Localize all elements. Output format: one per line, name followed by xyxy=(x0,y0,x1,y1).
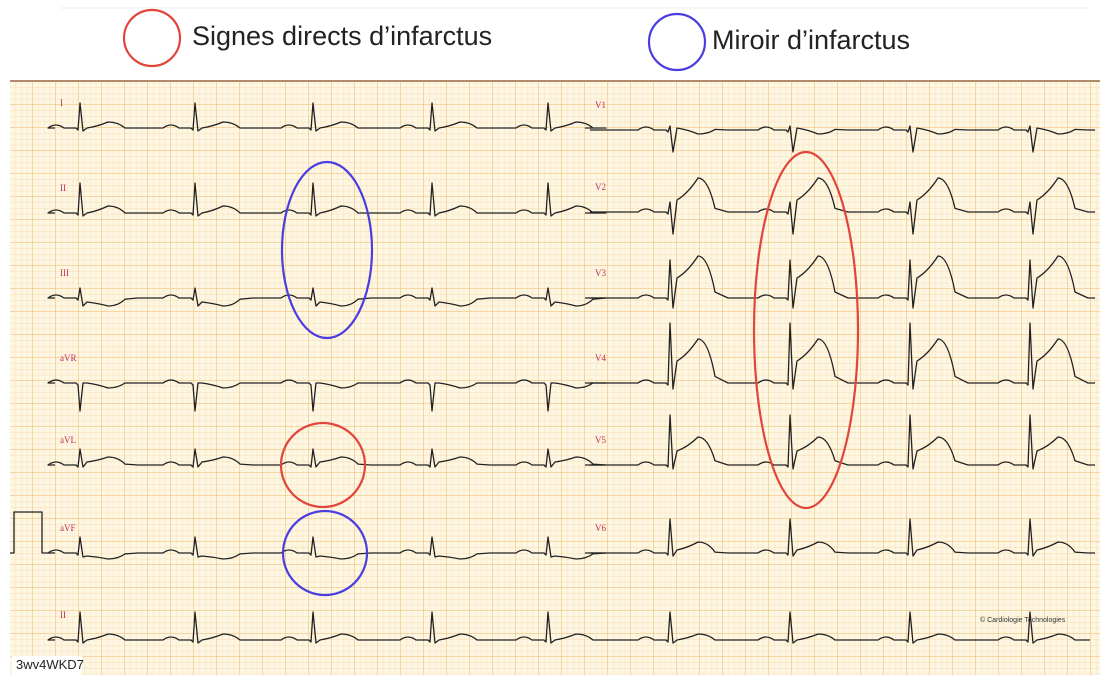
copyright: © Cardiologie Technologies xyxy=(980,616,1066,624)
legend-label: Signes directs d’infarctus xyxy=(192,21,492,51)
ecg-trace xyxy=(590,177,1095,235)
ecg-trace xyxy=(47,536,607,560)
lead-label: V6 xyxy=(595,523,606,533)
lead-label: aVR xyxy=(60,353,77,363)
lead-label: III xyxy=(60,268,69,278)
lead-label: I xyxy=(60,98,63,108)
record-id: 3wv4WKD7 xyxy=(16,657,84,672)
lead-label: V4 xyxy=(595,353,606,363)
lead-label: aVF xyxy=(60,523,76,533)
lead-label: II xyxy=(60,183,66,193)
lead-label: V5 xyxy=(595,435,606,445)
ecg-trace xyxy=(590,518,1095,557)
lead-label: V1 xyxy=(595,100,606,110)
lead-label: V2 xyxy=(595,182,606,192)
calibration-pulse xyxy=(10,511,48,554)
ecg-grid xyxy=(10,82,1100,675)
lead-label: II xyxy=(60,610,66,620)
ecg-trace xyxy=(47,379,607,412)
mirror-annotation xyxy=(280,160,374,340)
legend-red-circle xyxy=(122,8,182,68)
mirror-annotation xyxy=(281,509,369,597)
ecg-trace xyxy=(47,182,607,217)
direct-annotation xyxy=(279,421,367,509)
ecg-trace xyxy=(47,287,607,307)
ecg-trace xyxy=(590,125,1095,153)
legend-label: Miroir d’infarctus xyxy=(712,25,910,55)
ecg-trace xyxy=(590,414,1095,470)
ecg-trace xyxy=(590,322,1095,390)
ecg-trace xyxy=(47,611,1090,644)
lead-label: aVL xyxy=(60,435,76,445)
id-box xyxy=(12,656,82,675)
ecg-trace xyxy=(47,448,607,468)
ecg-trace xyxy=(590,255,1095,309)
lead-label: V3 xyxy=(595,268,606,278)
direct-annotation xyxy=(752,150,860,510)
ecg-trace xyxy=(47,102,607,132)
legend-blue-circle xyxy=(647,12,707,72)
